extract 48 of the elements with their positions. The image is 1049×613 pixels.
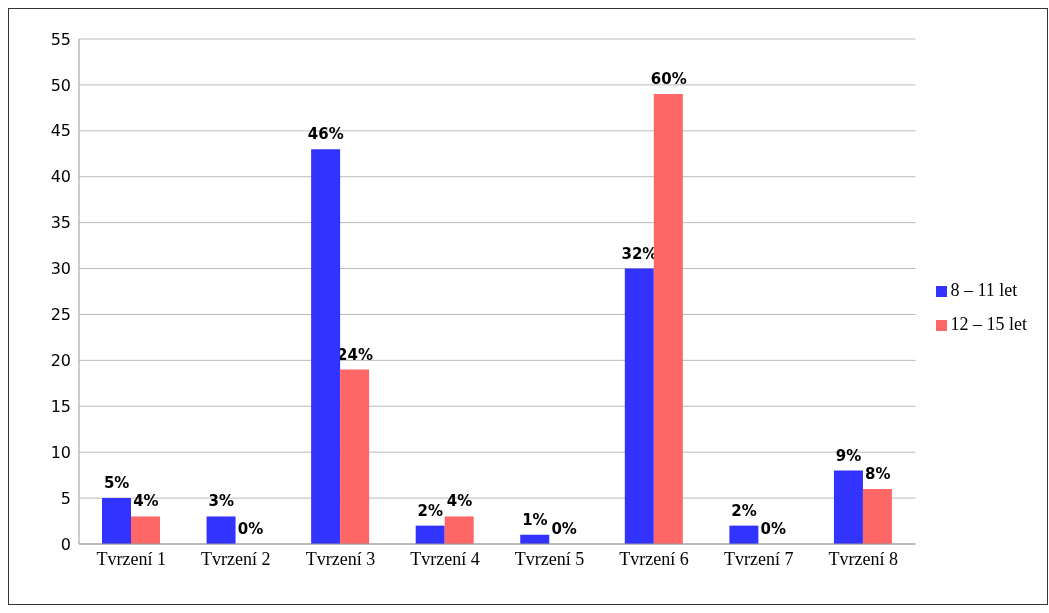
bar bbox=[131, 516, 160, 544]
y-tick-label: 25 bbox=[50, 305, 71, 325]
y-tick-label: 0 bbox=[60, 534, 71, 554]
y-tick-label: 40 bbox=[50, 167, 71, 187]
bar bbox=[415, 525, 445, 544]
annotation: 2% bbox=[417, 501, 444, 520]
x-tick-label: Tvrzení 2 bbox=[201, 548, 271, 569]
y-tick-label: 30 bbox=[50, 259, 71, 279]
x-tick-label: Tvrzení 6 bbox=[619, 548, 689, 569]
x-tick-label: Tvrzení 5 bbox=[514, 548, 585, 569]
annotation: 8% bbox=[865, 464, 891, 483]
annotation: 60% bbox=[650, 70, 687, 89]
y-tick-label: 45 bbox=[50, 121, 71, 141]
y-tick-label: 20 bbox=[50, 351, 71, 371]
annotation: 4% bbox=[133, 492, 159, 511]
bar bbox=[862, 488, 892, 544]
bar bbox=[624, 268, 654, 544]
bar bbox=[206, 516, 236, 544]
annotation: 3% bbox=[208, 492, 234, 511]
bar bbox=[340, 369, 370, 544]
annotation: 0% bbox=[760, 520, 787, 538]
bar bbox=[653, 94, 683, 544]
x-tick-label: Tvrzení 4 bbox=[410, 548, 480, 569]
x-tick-label: Tvrzení 1 bbox=[96, 548, 167, 569]
bar bbox=[833, 470, 863, 544]
annotation: 0% bbox=[551, 520, 577, 538]
bar bbox=[311, 149, 341, 544]
legend-label: 8 – 11 let bbox=[950, 279, 1018, 300]
annotation: 0% bbox=[237, 520, 264, 538]
x-tick-label: Tvrzení 3 bbox=[305, 548, 376, 569]
annotation: 9% bbox=[835, 446, 862, 465]
bar bbox=[729, 525, 759, 544]
annotation: 2% bbox=[731, 501, 757, 520]
bar bbox=[102, 498, 131, 544]
annotation: 5% bbox=[103, 474, 130, 493]
x-tick-label: Tvrzení 8 bbox=[828, 548, 898, 569]
annotation: 1% bbox=[522, 510, 548, 529]
y-tick-label: 5 bbox=[60, 488, 71, 508]
y-tick-label: 55 bbox=[50, 29, 71, 49]
x-tick-label: Tvrzení 7 bbox=[723, 548, 794, 569]
y-tick-label: 35 bbox=[50, 213, 71, 233]
y-tick-label: 10 bbox=[50, 442, 71, 462]
y-tick-label: 50 bbox=[50, 75, 71, 95]
bar bbox=[444, 516, 474, 544]
y-tick-label: 15 bbox=[50, 396, 71, 416]
annotation: 4% bbox=[446, 492, 473, 511]
legend-label: 12 – 15 let bbox=[950, 313, 1027, 334]
annotation: 46% bbox=[307, 125, 344, 144]
